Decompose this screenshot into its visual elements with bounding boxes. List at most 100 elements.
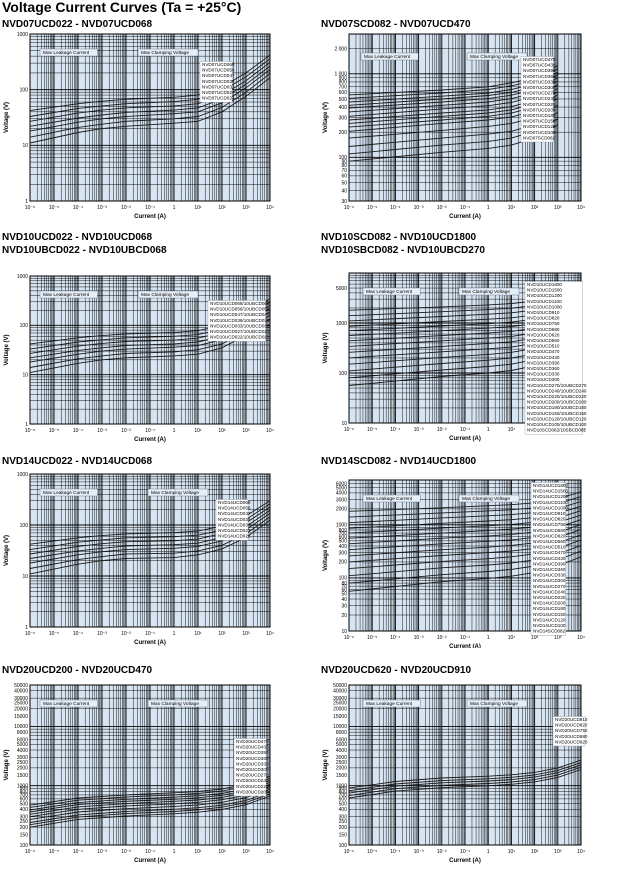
- x-tick-label: 10³: [242, 631, 250, 637]
- legend-entry: NVD20UCD200: [236, 789, 269, 794]
- vi-chart-4: 10⁻⁶10⁻⁵10⁻⁴10⁻³10⁻²10⁻¹110¹10²10³10⁴101…: [323, 272, 587, 442]
- legend-entry: NVD10UCD039/10UBCD039: [210, 318, 270, 323]
- x-tick-label: 10⁻²: [437, 849, 447, 855]
- y-tick-label: 6000: [17, 737, 28, 743]
- y-tick-label: 60: [341, 588, 347, 594]
- y-tick-label: 200: [339, 560, 348, 566]
- x-tick-label: 1: [487, 205, 490, 211]
- y-tick-label: 4000: [336, 491, 347, 497]
- legend-entry: NVD14UCD470: [533, 550, 566, 555]
- max-leakage-label: Max Leakage Current: [39, 290, 98, 299]
- annotation-text: Max Leakage Current: [366, 701, 413, 707]
- y-tick-label: 10000: [333, 724, 347, 730]
- y-tick-label: 500: [20, 801, 29, 807]
- x-tick-label: 10²: [531, 849, 539, 855]
- y-tick-label: 900: [339, 75, 348, 81]
- legend-entry: NVD10UCD1800: [527, 282, 562, 287]
- legend-entry: NVD07UCD180: [523, 113, 556, 118]
- y-tick-label: 20000: [14, 706, 28, 712]
- x-tick-label: 10²: [218, 205, 226, 211]
- panel-title: NVD10UBCD022 - NVD10UBCD068: [2, 245, 167, 256]
- x-tick-label: 10⁻⁵: [49, 205, 59, 211]
- max-clamping-label: Max Clamping Voltage: [137, 290, 199, 299]
- y-tick-label: 10: [22, 143, 28, 149]
- x-axis-label: Current (A): [134, 214, 166, 220]
- legend-entry: NVD20UCD360: [236, 756, 269, 761]
- legend-entry: NVD10UCD680: [527, 327, 560, 332]
- y-tick-label: 60: [341, 174, 347, 180]
- x-tick-label: 10⁴: [266, 849, 274, 855]
- x-tick-label: 10¹: [508, 635, 516, 641]
- legend-entry: NVD10UCD068/10UBCD068: [210, 301, 270, 306]
- legend-box: [524, 281, 583, 435]
- grid: [348, 684, 581, 846]
- x-tick-label: 1: [487, 849, 490, 855]
- x-tick-label: 10⁻¹: [145, 205, 155, 211]
- x-axis-label: Current (A): [449, 858, 481, 864]
- legend-entry: NVD14UCD027: [218, 528, 251, 533]
- max-clamping-label: Max Clamping Voltage: [147, 488, 209, 497]
- y-tick-label: 1500: [17, 773, 28, 779]
- series-line: [348, 766, 582, 797]
- legend-entry: NVD14UCD300: [533, 578, 566, 583]
- x-tick-label: 10²: [218, 631, 226, 637]
- y-tick-label: 400: [339, 105, 348, 111]
- annotation-text: Max Clamping Voltage: [151, 701, 199, 707]
- x-tick-label: 10⁻⁶: [344, 635, 354, 641]
- legend-entry: NVD10UCD027/10UBCD027: [210, 329, 270, 334]
- x-tick-label: 10⁻⁶: [344, 849, 354, 855]
- legend-entry: NVD10UCD620: [527, 332, 560, 337]
- legend-entry: NVD10UCD150/10UBCD150: [527, 411, 587, 416]
- x-tick-label: 10⁻⁵: [49, 428, 59, 434]
- annotation-text: Max Clamping Voltage: [462, 496, 510, 502]
- legend-entry: NVD07UCD056: [202, 68, 235, 73]
- series-line: [29, 788, 271, 820]
- y-tick-label: 10: [341, 629, 347, 635]
- x-tick-label: 10⁻²: [121, 428, 131, 434]
- y-tick-label: 1000: [17, 274, 28, 280]
- annotation-text: Max Clamping Voltage: [462, 289, 510, 295]
- y-tick-label: 25000: [14, 701, 28, 707]
- series-line: [29, 795, 271, 828]
- y-tick-label: 3000: [336, 755, 347, 761]
- legend-entry: NVD10UCD120/10UBCD120: [527, 416, 587, 421]
- legend-entry: NVD07UCD220: [523, 102, 556, 107]
- x-tick-label: 10⁻⁴: [390, 635, 400, 641]
- x-tick-label: 10⁻³: [414, 849, 424, 855]
- y-axis-label: Voltage (V): [4, 102, 10, 133]
- y-axis-label: Voltage (V): [4, 535, 10, 566]
- legend-entry: NVD10UCD300: [527, 377, 560, 382]
- series-line: [29, 58, 271, 117]
- y-tick-label: 100: [339, 576, 348, 582]
- y-axis-label: Voltage (V): [323, 540, 329, 571]
- x-tick-label: 10⁻²: [437, 427, 447, 433]
- legend: NVD14UCD1800NVD14UCD1500NVD14UCD1200NVD1…: [530, 482, 568, 636]
- x-tick-label: 10³: [554, 205, 562, 211]
- curves: [29, 54, 271, 144]
- x-tick-label: 10⁻³: [97, 205, 107, 211]
- legend-entry: NVD14UCD150: [533, 612, 566, 617]
- max-leakage-label: Max Leakage Current: [362, 287, 421, 296]
- panel-title: NVD10SCD082 - NVD10UCD1800: [321, 232, 477, 243]
- x-tick-label: 10⁻¹: [460, 849, 470, 855]
- series-line: [29, 791, 271, 823]
- legend-entry: NVD14UCD056: [218, 506, 251, 511]
- legend-entry: NVD14SCD082: [533, 629, 566, 634]
- y-tick-label: 25000: [333, 701, 347, 707]
- y-tick-label: 700: [339, 793, 348, 799]
- x-tick-label: 10⁻²: [121, 205, 131, 211]
- y-tick-label: 30000: [333, 696, 347, 702]
- legend-box: [207, 300, 266, 342]
- y-tick-label: 15000: [333, 714, 347, 720]
- y-tick-label: 700: [20, 793, 29, 799]
- y-tick-label: 600: [339, 534, 348, 540]
- x-tick-label: 10⁻⁵: [49, 631, 59, 637]
- y-tick-label: 8000: [17, 730, 28, 736]
- x-tick-label: 10⁻⁴: [73, 631, 83, 637]
- x-tick-label: 10⁻¹: [460, 635, 470, 641]
- vi-chart-5: 10⁻⁶ 10⁻⁵ 10⁻⁴ 10⁻³ 10⁻² 10⁻¹ 1 10¹ 10² 10³ 10⁴ 1 10…: [4, 472, 274, 646]
- x-tick-label: 10⁻¹: [145, 428, 155, 434]
- x-tick-label: 1: [173, 631, 176, 637]
- x-tick-label: 10¹: [508, 849, 516, 855]
- y-tick-label: 1000: [17, 32, 28, 38]
